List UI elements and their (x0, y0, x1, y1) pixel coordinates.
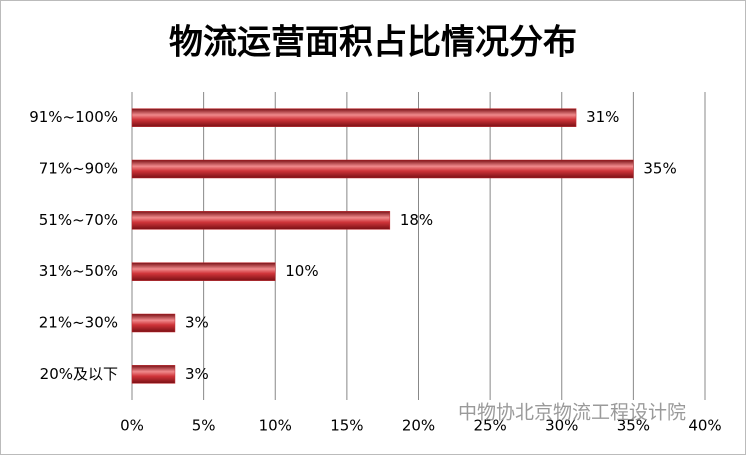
y-tick-label: 91%~100% (29, 108, 118, 126)
watermark: 中物协北京物流工程设计院 (458, 402, 686, 424)
bar (131, 313, 176, 333)
chart-title: 物流运营面积占比情况分布 (169, 23, 577, 63)
value-label: 3% (185, 314, 209, 332)
x-tick-label: 40% (688, 417, 721, 435)
x-tick-label: 15% (330, 417, 363, 435)
x-tick-label: 25% (473, 417, 506, 435)
y-tick-label: 20%及以下 (40, 365, 118, 383)
x-tick-label: 30% (545, 417, 578, 435)
x-tick-label: 20% (402, 417, 435, 435)
y-tick-label: 51%~70% (39, 211, 118, 229)
y-tick-label: 21%~30% (39, 314, 118, 332)
value-label: 18% (400, 211, 433, 229)
x-tick-label: 5% (192, 417, 216, 435)
value-label: 3% (185, 365, 209, 383)
bar (131, 365, 176, 384)
y-tick-label: 71%~90% (39, 160, 118, 178)
x-tick-label: 35% (617, 417, 650, 435)
x-tick-label: 10% (259, 417, 292, 435)
value-label: 10% (285, 262, 318, 280)
y-tick-label: 31%~50% (39, 262, 118, 280)
x-tick-label: 0% (120, 417, 144, 435)
bar (131, 211, 391, 230)
bar (131, 262, 276, 281)
value-label: 31% (586, 108, 619, 126)
value-label: 35% (643, 160, 676, 178)
bar (131, 159, 634, 179)
bar (131, 108, 577, 127)
